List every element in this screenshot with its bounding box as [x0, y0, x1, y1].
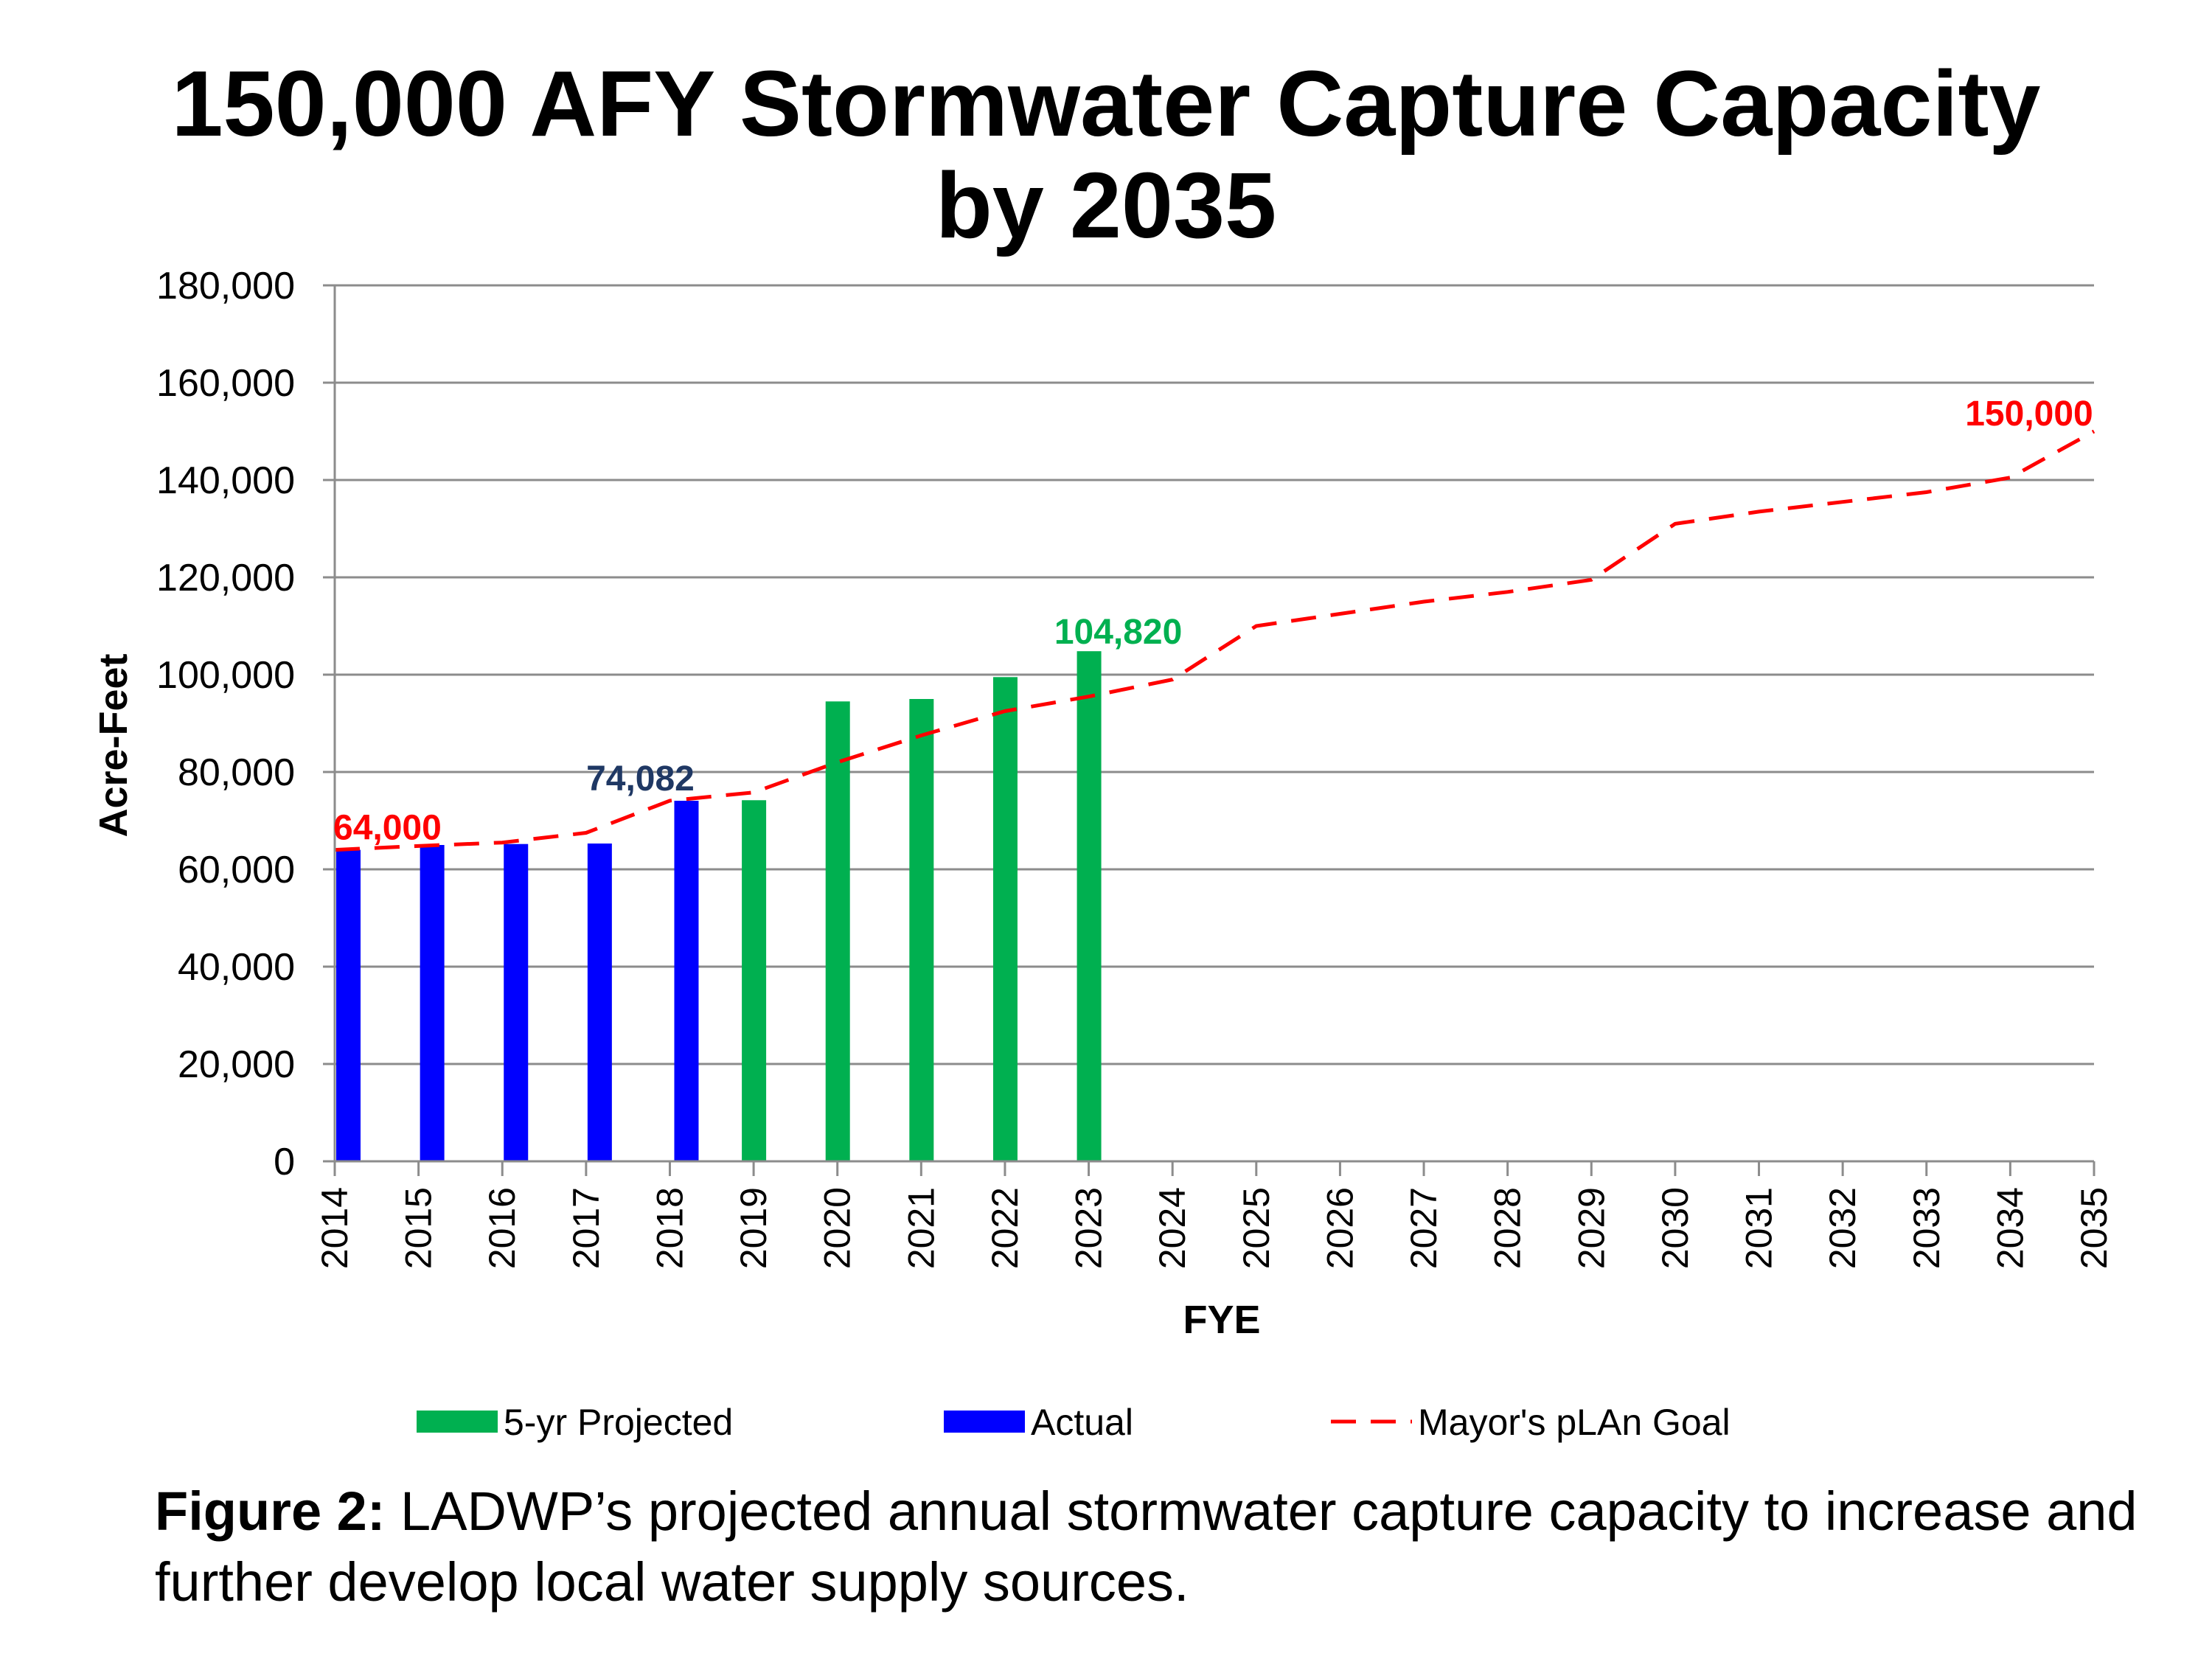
- y-tick-label: 160,000: [156, 362, 295, 405]
- x-tick-label: 2032: [1822, 1187, 1863, 1269]
- x-tick-label: 2018: [649, 1187, 690, 1269]
- legend-swatch-5-yr-projected: [417, 1411, 498, 1433]
- x-tick-label: 2030: [1655, 1187, 1696, 1269]
- legend-label-mayor-s-plan-goal: Mayor's pLAn Goal: [1418, 1402, 1731, 1443]
- x-tick-label: 2033: [1906, 1187, 1947, 1269]
- x-tick-label: 2027: [1403, 1187, 1444, 1269]
- y-axis-title: Acre-Feet: [91, 653, 136, 837]
- x-tick-label: 2026: [1319, 1187, 1360, 1269]
- legend-swatch-actual: [944, 1411, 1025, 1433]
- data-label-2014: 64,000: [333, 809, 442, 848]
- y-tick-label: 120,000: [156, 557, 295, 599]
- y-tick-label: 40,000: [178, 946, 295, 989]
- stormwater-capture-chart: 0 20,000 40,000 60,000 80,000 100,000 120,000 1…: [91, 265, 2115, 1443]
- x-tick-label: 2014: [314, 1187, 355, 1269]
- x-tick-label: 2029: [1571, 1187, 1612, 1269]
- bar-5-yr-projected-2020: [825, 701, 850, 1161]
- bar-actual-2015: [420, 845, 445, 1161]
- chart-title-line-1: 150,000 AFY Stormwater Capture Capacity: [171, 52, 2041, 156]
- x-tick-label: 2028: [1487, 1187, 1528, 1269]
- x-tick-label: 2021: [900, 1187, 942, 1269]
- data-label-2023: 104,820: [1054, 613, 1183, 652]
- y-tick-label: 80,000: [178, 751, 295, 794]
- axes: 0 20,000 40,000 60,000 80,000 100,000 120,000 1…: [91, 265, 2115, 1342]
- x-axis-title: FYE: [1183, 1298, 1260, 1342]
- caption-label: Figure 2:: [155, 1481, 386, 1542]
- bar-5-yr-projected-2023: [1077, 651, 1102, 1161]
- x-tick-label: 2015: [398, 1187, 439, 1269]
- x-tick-label: 2016: [481, 1187, 523, 1269]
- y-tick-label: 140,000: [156, 459, 295, 502]
- bar-5-yr-projected-2019: [742, 800, 767, 1161]
- y-tick-label: 100,000: [156, 654, 295, 697]
- caption-text: LADWP’s projected annual stormwater capt…: [155, 1481, 2138, 1613]
- bar-actual-2018: [674, 801, 699, 1161]
- y-tick-label: 60,000: [178, 849, 295, 891]
- bar-5-yr-projected-2021: [909, 699, 934, 1161]
- x-tick-label: 2019: [733, 1187, 774, 1269]
- bar-5-yr-projected-2022: [992, 677, 1018, 1161]
- goal-line-series: [334, 429, 2096, 852]
- legend-label-5-yr-projected: 5-yr Projected: [504, 1402, 733, 1443]
- x-tick-label: 2031: [1739, 1187, 1780, 1269]
- y-tick-label: 20,000: [178, 1043, 295, 1086]
- chart-title-line-2: by 2035: [935, 153, 1277, 257]
- x-tick-label: 2017: [566, 1187, 607, 1269]
- chart-title: 150,000 AFY Stormwater Capture Capacity …: [0, 53, 2212, 257]
- bars: [336, 651, 1102, 1161]
- legend: 5-yr Projected Actual Mayor's pLAn Goal: [417, 1402, 1731, 1443]
- y-tick-label: 180,000: [156, 265, 295, 307]
- goal-line-layer: [334, 429, 2096, 852]
- x-tick-label: 2022: [984, 1187, 1026, 1269]
- x-tick-label: 2024: [1152, 1187, 1193, 1269]
- data-label-2018: 74,082: [586, 759, 695, 799]
- bar-actual-2014: [336, 849, 361, 1161]
- x-tick-label: 2034: [1989, 1187, 2031, 1269]
- x-tick-label: 2020: [817, 1187, 858, 1269]
- bar-actual-2016: [504, 844, 529, 1161]
- y-tick-label: 0: [274, 1141, 295, 1183]
- figure-caption: Figure 2: LADWP’s projected annual storm…: [155, 1476, 2146, 1618]
- legend-label-actual: Actual: [1031, 1402, 1133, 1443]
- x-tick-label: 2023: [1068, 1187, 1110, 1269]
- data-label-2035: 150,000: [1965, 394, 2093, 434]
- bar-actual-2017: [587, 844, 612, 1161]
- data-labels: 64,000 74,082 104,820 150,000: [333, 394, 2093, 848]
- x-tick-label: 2035: [2073, 1187, 2115, 1269]
- x-tick-label: 2025: [1236, 1187, 1277, 1269]
- grid-lines: [335, 284, 2094, 1065]
